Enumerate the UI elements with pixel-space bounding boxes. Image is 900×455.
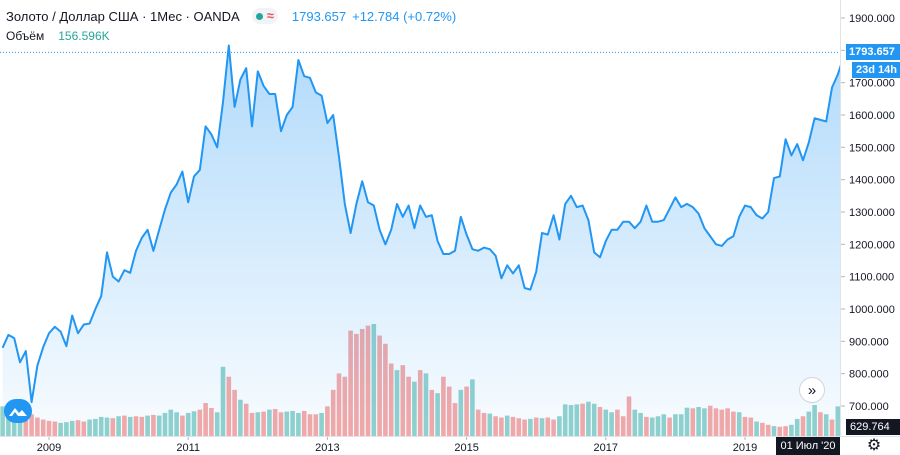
y-tick-label: 1900.000 — [849, 13, 895, 25]
market-status[interactable]: ≈ — [251, 8, 278, 24]
crosshair-date-badge: 01 Июл '20 — [776, 437, 840, 455]
y-tick-label: 1100.000 — [849, 272, 894, 284]
y-tick-label: 1300.000 — [849, 207, 895, 219]
y-tick-label: 1200.000 — [849, 239, 895, 251]
x-tick-label: 2011 — [176, 442, 200, 454]
time-scale: 2009 2011 2013 2015 2017 2019 — [37, 436, 757, 454]
volume-value: 156.596K — [58, 29, 110, 43]
scroll-to-realtime-button[interactable]: » — [799, 377, 825, 403]
x-tick-label: 2019 — [733, 442, 757, 454]
x-tick-label: 2013 — [315, 442, 339, 454]
price-scale-border — [840, 0, 841, 436]
price-series — [1, 44, 840, 436]
logo-mountain-icon — [9, 408, 27, 416]
y-tick-label: 1500.000 — [849, 142, 895, 154]
wave-icon: ≈ — [266, 8, 274, 23]
time-scale-border — [0, 436, 900, 437]
volume-legend: Объём 156.596K — [6, 29, 110, 43]
price-line — [1, 44, 840, 404]
low-price-badge: 629.764 — [846, 419, 900, 435]
symbol-title[interactable]: Золото / Доллар США · 1Мес · OANDA — [6, 8, 240, 24]
y-tick-label: 1700.000 — [849, 78, 895, 90]
symbol-legend: Золото / Доллар США · 1Мес · OANDA ≈ 179… — [6, 6, 462, 26]
gear-icon[interactable]: ⚙ — [866, 437, 882, 454]
last-price-value: 1793.657 — [291, 8, 347, 24]
price-area — [2, 45, 840, 436]
y-tick-label: 700.000 — [849, 401, 889, 413]
y-tick-label: 900.000 — [849, 336, 889, 348]
bar-countdown-badge: 23d 14h — [852, 62, 900, 78]
tradingview-logo-icon[interactable] — [4, 399, 32, 423]
y-tick-label: 1600.000 — [849, 110, 895, 122]
market-open-dot-icon — [255, 12, 263, 20]
volume-label[interactable]: Объём — [6, 29, 45, 43]
y-tick-label: 1400.000 — [849, 175, 895, 187]
y-tick-label: 1000.000 — [849, 304, 895, 316]
double-chevron-right-icon: » — [807, 381, 817, 399]
price-change-value: +12.784 (+0.72%) — [352, 8, 457, 24]
price-scale: 1900.0001800.0001700.0001600.0001500.000… — [840, 13, 895, 413]
last-price-badge: 1793.657 — [846, 44, 900, 60]
x-tick-label: 2009 — [37, 442, 61, 454]
x-tick-label: 2017 — [594, 442, 618, 454]
x-tick-label: 2015 — [454, 442, 478, 454]
y-tick-label: 800.000 — [849, 369, 889, 381]
